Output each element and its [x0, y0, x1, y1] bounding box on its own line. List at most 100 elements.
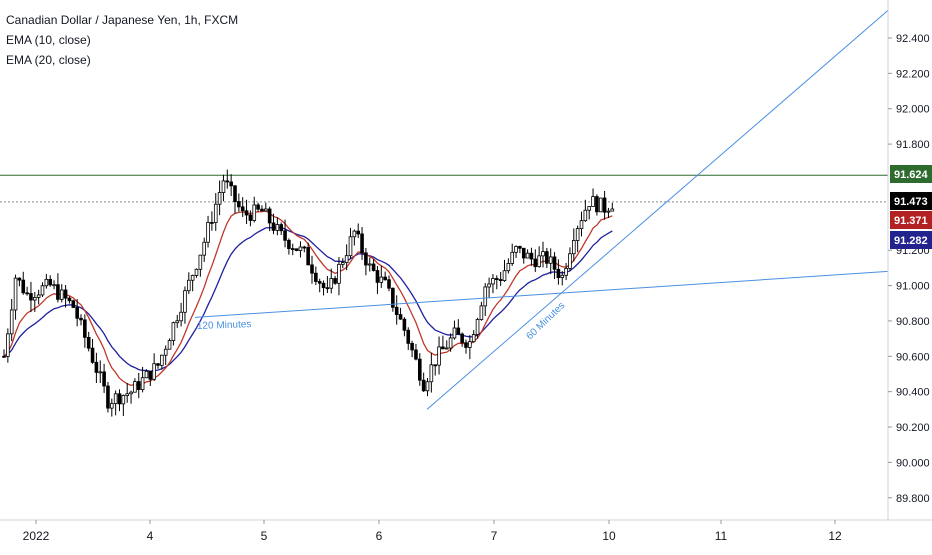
candle-body	[433, 364, 437, 367]
candle	[310, 255, 314, 284]
y-tick-label: 92.000	[896, 104, 930, 116]
candle-body	[398, 314, 403, 320]
candle-body	[125, 393, 130, 396]
candle-body	[572, 240, 576, 255]
y-tick-label: 90.200	[896, 422, 930, 434]
candle-body	[425, 381, 430, 392]
candle-body	[314, 272, 318, 282]
candle-body	[579, 220, 584, 230]
candle	[194, 268, 199, 278]
candle	[129, 390, 133, 404]
candle-body	[67, 297, 72, 302]
candle-body	[441, 346, 445, 350]
candle-body	[583, 209, 588, 222]
candle	[352, 229, 357, 246]
symbol-title[interactable]: Canadian Dollar / Japanese Yen, 1h, FXCM	[6, 13, 239, 27]
ema20-legend[interactable]: EMA (20, close)	[6, 53, 91, 67]
candle-body	[294, 248, 299, 251]
candle	[298, 241, 303, 258]
candle	[545, 247, 549, 269]
candle-body	[468, 341, 472, 348]
candle	[33, 291, 37, 312]
candle	[133, 378, 137, 393]
candle-body	[98, 371, 103, 374]
candle-body	[179, 311, 183, 322]
candle	[229, 174, 233, 197]
candle	[213, 193, 218, 231]
candle	[59, 284, 64, 303]
candle-body	[52, 284, 56, 287]
candle-body	[598, 197, 603, 213]
candle-body	[575, 228, 580, 241]
candle	[425, 378, 430, 397]
candle	[333, 275, 337, 285]
candle-body	[460, 333, 464, 344]
ema10-badge-bg	[890, 211, 932, 229]
candle	[275, 217, 280, 236]
candle	[329, 268, 334, 294]
candle-body	[321, 282, 326, 289]
candle-body	[106, 385, 110, 409]
candle-body	[464, 342, 468, 348]
candle-body	[487, 283, 491, 288]
candle-body	[498, 279, 503, 282]
candle-body	[113, 393, 118, 404]
candle	[233, 184, 237, 214]
candle	[121, 394, 126, 417]
candle-body	[221, 180, 226, 193]
candle	[325, 276, 330, 293]
candle	[156, 363, 160, 369]
candle	[40, 282, 45, 298]
candle	[429, 352, 434, 393]
candle-body	[59, 289, 64, 300]
y-tick-label: 92.400	[896, 33, 930, 45]
candle-body	[548, 256, 553, 264]
candle-body	[256, 204, 260, 210]
candle	[518, 245, 522, 254]
candle-body	[90, 347, 95, 363]
trendlines[interactable]	[194, 10, 889, 410]
candle	[198, 254, 203, 277]
candle-body	[121, 395, 126, 405]
candle	[414, 343, 418, 361]
candle-body	[310, 264, 314, 274]
candle-body	[33, 297, 37, 301]
y-tick-label: 89.800	[896, 493, 930, 505]
candle-body	[560, 274, 565, 279]
candle	[383, 271, 387, 281]
ema10-legend[interactable]: EMA (10, close)	[6, 33, 91, 47]
ema20-badge-label: 91.282	[894, 235, 928, 247]
candle	[606, 207, 611, 219]
candle	[379, 265, 384, 288]
ema20-badge-bg	[890, 231, 932, 249]
candle	[572, 228, 576, 262]
candle	[548, 248, 553, 275]
x-tick-label: 12	[828, 529, 842, 543]
candle	[83, 314, 87, 348]
candle	[583, 199, 588, 222]
candle-body	[240, 206, 245, 212]
candle	[398, 307, 403, 320]
candle-body	[156, 363, 160, 366]
candle	[287, 238, 291, 255]
candle-body	[325, 287, 330, 290]
candle	[452, 320, 457, 340]
candle-body	[375, 270, 380, 283]
candle	[202, 237, 207, 262]
candle	[125, 382, 130, 403]
candle	[483, 283, 488, 316]
candle-body	[591, 196, 595, 207]
candle-body	[421, 379, 426, 392]
candle	[2, 349, 6, 358]
candle	[267, 206, 272, 232]
candle	[86, 331, 91, 352]
candle-body	[483, 286, 488, 307]
candle-body	[140, 377, 145, 390]
candle-body	[564, 268, 568, 276]
candle	[556, 259, 561, 285]
resistance-badge-label: 91.624	[894, 169, 929, 181]
candle-body	[545, 251, 549, 264]
ema20-badge: 91.282	[890, 231, 932, 249]
